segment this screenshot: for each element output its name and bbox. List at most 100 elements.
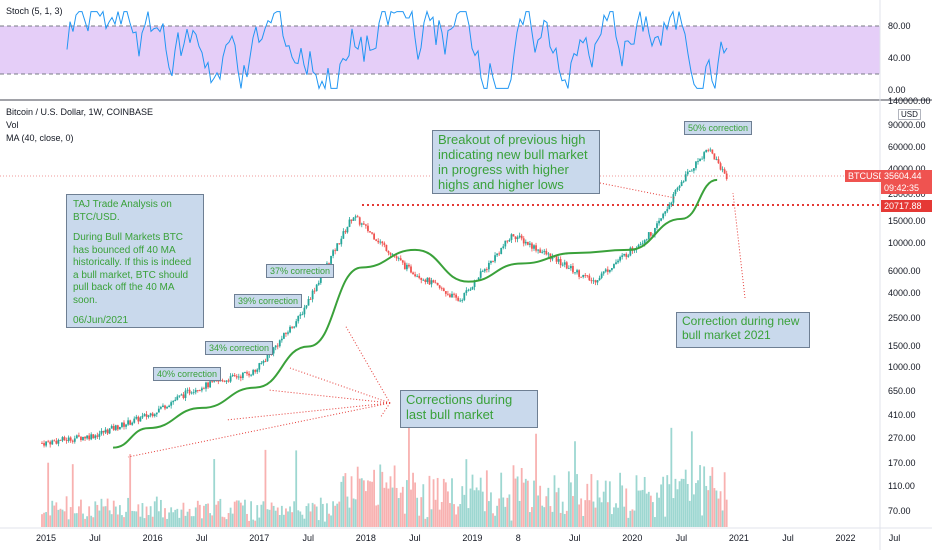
volume-bar bbox=[537, 495, 539, 527]
candle-body bbox=[678, 185, 681, 188]
volume-bar bbox=[494, 515, 496, 527]
stoch-tick-0: 0.00 bbox=[888, 85, 906, 95]
candle-body bbox=[252, 370, 255, 375]
price-axis-tick: 410.00 bbox=[888, 410, 916, 421]
volume-bar bbox=[332, 501, 334, 527]
candle-body bbox=[588, 275, 591, 281]
volume-bar bbox=[688, 500, 691, 527]
candle-body bbox=[637, 245, 640, 249]
candle-body bbox=[420, 277, 423, 280]
volume-bar bbox=[100, 498, 103, 527]
candle-body bbox=[147, 415, 150, 417]
candle-body bbox=[438, 285, 441, 288]
time-axis-tick: 2020 bbox=[622, 533, 643, 543]
volume-bar bbox=[719, 491, 722, 527]
volume-bar bbox=[627, 517, 630, 527]
candle-body bbox=[369, 231, 371, 233]
candle-body bbox=[461, 299, 464, 301]
volume-bar bbox=[266, 509, 269, 527]
volume-bar bbox=[194, 507, 197, 527]
volume-bar bbox=[535, 433, 537, 527]
candle-body bbox=[84, 436, 86, 439]
volume-bar bbox=[47, 462, 50, 527]
volume-bar bbox=[545, 496, 548, 527]
candle-body bbox=[178, 395, 181, 397]
price-axis-tick: 1000.00 bbox=[888, 362, 921, 373]
volume-bar bbox=[670, 427, 673, 527]
volume-bar bbox=[481, 491, 484, 527]
ma-label: MA (40, close, 0) bbox=[6, 133, 74, 143]
candle-body bbox=[383, 243, 386, 245]
candle-body bbox=[186, 389, 189, 391]
volume-bar bbox=[258, 517, 261, 527]
volume-bar bbox=[170, 507, 173, 527]
volume-bar bbox=[153, 501, 156, 527]
volume-bar bbox=[594, 507, 597, 527]
volume-bar bbox=[676, 489, 679, 527]
volume-bar bbox=[356, 466, 359, 527]
volume-bar bbox=[188, 508, 191, 527]
volume-bar bbox=[703, 466, 706, 527]
volume-bar bbox=[172, 512, 175, 527]
volume-bar bbox=[365, 491, 367, 527]
candle-body bbox=[223, 380, 226, 382]
candle-body bbox=[656, 223, 658, 228]
volume-bar bbox=[684, 469, 687, 527]
volume-bar bbox=[613, 507, 615, 527]
candle-body bbox=[602, 271, 605, 274]
volume-bar bbox=[442, 478, 445, 527]
price-axis-tick: 650.00 bbox=[888, 385, 916, 396]
candle-body bbox=[127, 420, 129, 425]
volume-bar bbox=[574, 441, 576, 527]
candle-body bbox=[408, 264, 410, 267]
usd-label[interactable]: USD bbox=[898, 109, 921, 120]
candle-body bbox=[469, 289, 472, 291]
volume-bar bbox=[473, 490, 476, 527]
candle-body bbox=[108, 428, 111, 434]
volume-bar bbox=[639, 490, 642, 527]
volume-bar bbox=[135, 511, 138, 527]
price-axis-tick: 70.00 bbox=[888, 505, 911, 516]
volume-bar bbox=[459, 504, 462, 527]
candle-body bbox=[701, 158, 703, 160]
candle-body bbox=[143, 414, 146, 416]
volume-bar bbox=[303, 518, 306, 527]
volume-bar bbox=[608, 481, 611, 527]
candle-body bbox=[574, 272, 576, 274]
volume-bar bbox=[455, 514, 457, 527]
candle-body bbox=[49, 441, 52, 445]
volume-bar bbox=[658, 497, 660, 527]
candle-body bbox=[520, 235, 523, 239]
candle-body bbox=[686, 171, 689, 175]
volume-bar bbox=[151, 516, 154, 527]
candle-body bbox=[188, 389, 191, 394]
candle-body bbox=[403, 262, 406, 270]
candle-body bbox=[201, 388, 203, 391]
candle-body bbox=[291, 326, 293, 328]
time-axis-tick: Jul bbox=[89, 533, 101, 543]
candle-body bbox=[715, 159, 718, 160]
candle-body bbox=[342, 231, 345, 239]
candle-body bbox=[444, 291, 447, 294]
volume-bar bbox=[563, 513, 566, 527]
volume-bar bbox=[715, 490, 718, 527]
volume-bar bbox=[196, 500, 199, 527]
candle-body bbox=[432, 280, 435, 283]
candle-body bbox=[406, 264, 408, 270]
volume-bar bbox=[611, 514, 613, 527]
candle-body bbox=[264, 361, 267, 362]
candle-body bbox=[377, 240, 380, 243]
volume-bar bbox=[309, 511, 312, 527]
volume-bar bbox=[705, 485, 708, 527]
volume-bar bbox=[119, 505, 121, 527]
volume-bar bbox=[502, 497, 505, 527]
volume-bars bbox=[41, 423, 728, 527]
volume-bar bbox=[393, 465, 396, 527]
volume-bar bbox=[75, 513, 78, 527]
candle-body bbox=[43, 443, 45, 446]
pct-37-label: 37% correction bbox=[266, 264, 335, 278]
price-axis-tick: 1500.00 bbox=[888, 340, 921, 351]
volume-bar bbox=[313, 504, 316, 527]
candle-body bbox=[209, 381, 211, 388]
